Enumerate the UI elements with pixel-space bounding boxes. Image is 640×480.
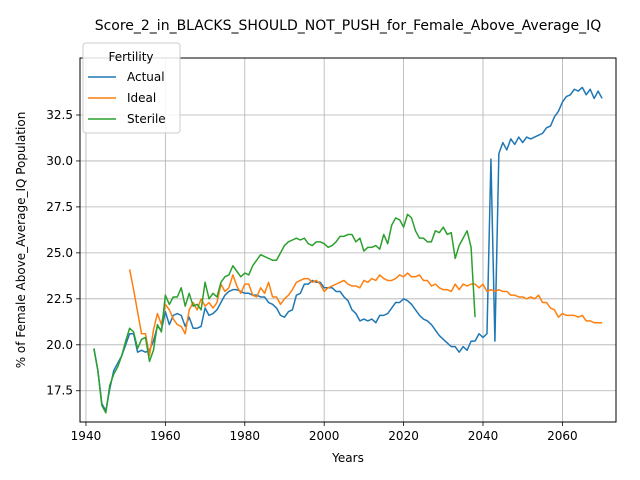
x-tick-label: 2040 xyxy=(468,429,499,443)
y-axis-label: % of Female Above_Average_IQ Population xyxy=(14,112,28,369)
legend-items: Actual Ideal Sterile xyxy=(88,70,166,126)
y-tick-label: 30.0 xyxy=(46,154,73,168)
y-axis: 17.5 20.0 22.5 25.0 27.5 30.0 32.5 xyxy=(46,108,80,398)
y-tick-label: 32.5 xyxy=(46,108,73,122)
legend-label-actual: Actual xyxy=(127,70,165,84)
x-axis-label: Years xyxy=(331,451,364,465)
legend-label-ideal: Ideal xyxy=(127,91,156,105)
series-layer xyxy=(93,86,603,414)
legend-title: Fertility xyxy=(108,50,153,64)
y-tick-label: 20.0 xyxy=(46,338,73,352)
y-tick-label: 27.5 xyxy=(46,200,73,214)
y-tick-label: 22.5 xyxy=(46,292,73,306)
x-tick-label: 1980 xyxy=(229,429,260,443)
series-line-actual xyxy=(93,86,603,412)
series-line-ideal xyxy=(128,269,603,357)
plot-frame xyxy=(79,57,617,423)
x-tick-label: 2020 xyxy=(388,429,419,443)
x-tick-label: 2000 xyxy=(309,429,340,443)
x-tick-label: 1940 xyxy=(71,429,102,443)
legend: Fertility Actual Ideal Sterile xyxy=(82,42,181,134)
chart-title: Score_2_in_BLACKS_SHOULD_NOT_PUSH_for_Fe… xyxy=(95,18,602,34)
x-axis: 1940 1960 1980 2000 2020 2040 2060 xyxy=(71,422,578,443)
y-tick-label: 25.0 xyxy=(46,246,73,260)
x-tick-label: 1960 xyxy=(150,429,181,443)
x-tick-label: 2060 xyxy=(547,429,578,443)
legend-box xyxy=(82,42,181,134)
y-tick-label: 17.5 xyxy=(46,384,73,398)
legend-label-sterile: Sterile xyxy=(127,112,166,126)
series-line-sterile xyxy=(93,213,476,414)
